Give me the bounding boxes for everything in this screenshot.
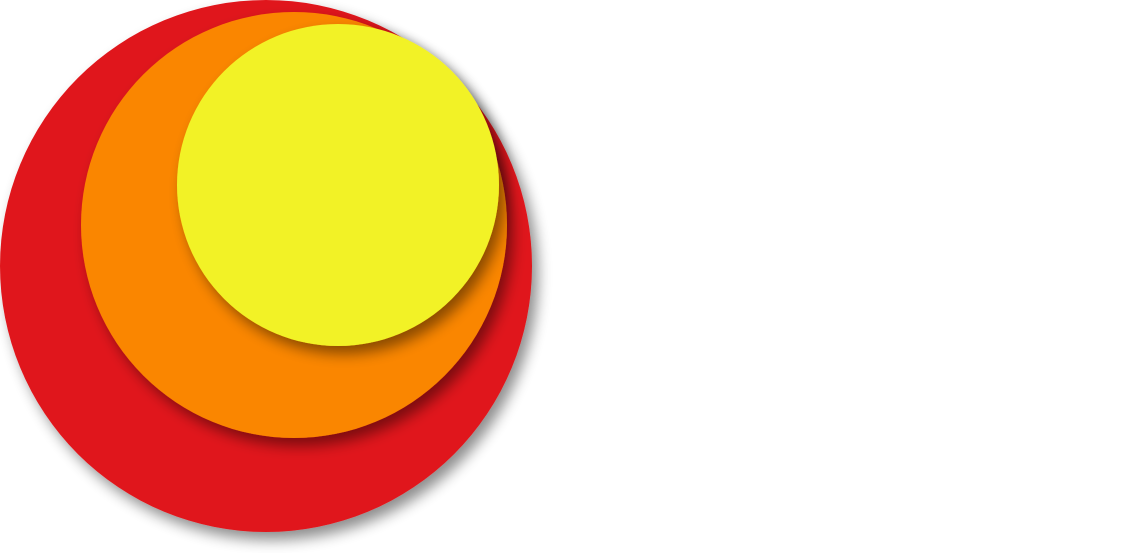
inner-circle xyxy=(177,24,499,346)
inner-layer xyxy=(177,24,1122,347)
